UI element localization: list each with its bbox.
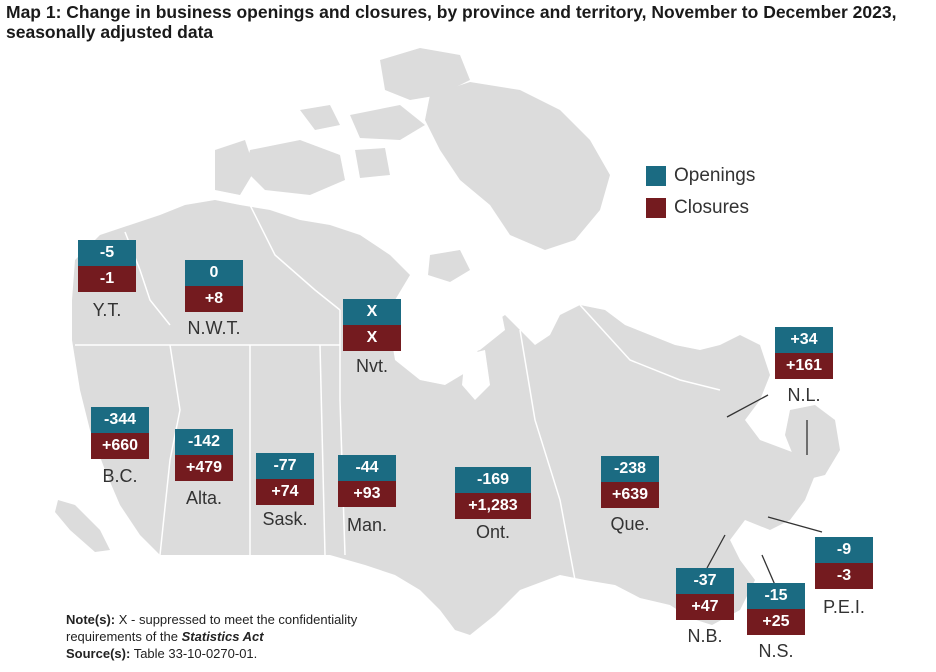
region-box-yt: -5 -1 bbox=[78, 240, 136, 292]
region-box-nb: -37 +47 bbox=[676, 568, 734, 620]
region-label-qc: Que. bbox=[610, 514, 650, 534]
region-box-pe: -9 -3 bbox=[815, 537, 873, 589]
region-box-qc: -238 +639 bbox=[601, 456, 659, 508]
leader-nl-labrador bbox=[726, 394, 769, 418]
region-label-ns: N.S. bbox=[758, 641, 794, 661]
region-box-ab: -142 +479 bbox=[175, 429, 233, 481]
closures-value-pe: -3 bbox=[815, 563, 873, 589]
legend-closures-swatch bbox=[646, 198, 666, 218]
map-title: Map 1: Change in business openings and c… bbox=[6, 2, 897, 42]
closures-value-nvt: X bbox=[343, 325, 401, 351]
openings-value-nb: -37 bbox=[676, 568, 734, 594]
legend-openings-swatch bbox=[646, 166, 666, 186]
region-box-ns: -15 +25 bbox=[747, 583, 805, 635]
openings-value-nwt: 0 bbox=[185, 260, 243, 286]
small-island-1 bbox=[300, 105, 340, 130]
region-box-bc: -344 +660 bbox=[91, 407, 149, 459]
closures-value-on: +1,283 bbox=[455, 493, 531, 519]
legend-openings: Openings bbox=[646, 160, 755, 192]
border-on-qc bbox=[519, 329, 576, 581]
vancouver-island bbox=[55, 500, 110, 552]
note-line-1: Note(s): X - suppressed to meet the conf… bbox=[66, 611, 357, 628]
openings-value-on: -169 bbox=[455, 467, 531, 493]
region-box-mb: -44 +93 bbox=[338, 455, 396, 507]
border-sk-mb bbox=[319, 344, 326, 556]
region-label-pe: P.E.I. bbox=[823, 597, 865, 617]
closures-value-nwt: +8 bbox=[185, 286, 243, 312]
hudson-bay bbox=[400, 285, 505, 360]
region-label-yt: Y.T. bbox=[92, 300, 122, 320]
region-box-nl: +34 +161 bbox=[775, 327, 833, 379]
region-label-bc: B.C. bbox=[102, 466, 138, 486]
openings-value-yt: -5 bbox=[78, 240, 136, 266]
border-nwt-nvt bbox=[249, 204, 341, 311]
leader-nb bbox=[706, 534, 726, 569]
region-label-nl: N.L. bbox=[787, 385, 821, 405]
closures-value-qc: +639 bbox=[601, 482, 659, 508]
baffin-island bbox=[425, 82, 610, 250]
leader-pei bbox=[767, 516, 823, 533]
arctic-islands bbox=[215, 48, 610, 282]
source-label: Source(s): bbox=[66, 646, 131, 661]
victoria-island bbox=[245, 140, 345, 195]
region-box-on: -169 +1,283 bbox=[455, 467, 531, 519]
closures-value-mb: +93 bbox=[338, 481, 396, 507]
small-island-2 bbox=[355, 148, 390, 178]
openings-value-nl: +34 bbox=[775, 327, 833, 353]
borders bbox=[75, 204, 721, 581]
openings-value-bc: -344 bbox=[91, 407, 149, 433]
mainland bbox=[72, 200, 815, 635]
closures-value-sk: +74 bbox=[256, 479, 314, 505]
region-box-nvt: X X bbox=[343, 299, 401, 351]
notes-block: Note(s): X - suppressed to meet the conf… bbox=[66, 611, 357, 662]
closures-value-nl: +161 bbox=[775, 353, 833, 379]
pei-island bbox=[755, 512, 790, 526]
openings-value-ns: -15 bbox=[747, 583, 805, 609]
region-label-sk: Sask. bbox=[262, 509, 308, 529]
leader-lines bbox=[706, 394, 823, 586]
closures-value-ns: +25 bbox=[747, 609, 805, 635]
leader-ns bbox=[761, 554, 776, 586]
legend-openings-label: Openings bbox=[674, 165, 756, 186]
newfoundland bbox=[785, 405, 840, 480]
region-label-nvt: Nvt. bbox=[355, 356, 388, 376]
openings-value-nvt: X bbox=[343, 299, 401, 325]
source-line: Source(s): Table 33-10-0270-01. bbox=[66, 645, 357, 662]
devon-island bbox=[350, 105, 425, 140]
border-qc-nl bbox=[579, 304, 721, 391]
note-text: X - suppressed to meet the confidentiali… bbox=[118, 612, 358, 627]
closures-value-nb: +47 bbox=[676, 594, 734, 620]
note-act: Statistics Act bbox=[181, 629, 264, 644]
openings-value-mb: -44 bbox=[338, 455, 396, 481]
region-label-nwt: N.W.T. bbox=[187, 318, 241, 338]
region-label-mb: Man. bbox=[346, 515, 388, 535]
region-label-on: Ont. bbox=[475, 522, 510, 542]
legend-closures-label: Closures bbox=[674, 197, 749, 218]
openings-value-pe: -9 bbox=[815, 537, 873, 563]
legend-closures: Closures bbox=[646, 192, 755, 224]
james-bay bbox=[462, 350, 490, 400]
region-box-nwt: 0 +8 bbox=[185, 260, 243, 312]
note-label: Note(s): bbox=[66, 612, 116, 627]
banks-island bbox=[215, 140, 255, 195]
closures-value-ab: +479 bbox=[175, 455, 233, 481]
southampton-island bbox=[428, 250, 470, 282]
legend: Openings Closures bbox=[646, 160, 755, 224]
closures-value-bc: +660 bbox=[91, 433, 149, 459]
closures-value-yt: -1 bbox=[78, 266, 136, 292]
openings-value-ab: -142 bbox=[175, 429, 233, 455]
note-line-2: requirements of the Statistics Act bbox=[66, 628, 357, 645]
openings-value-sk: -77 bbox=[256, 453, 314, 479]
region-box-sk: -77 +74 bbox=[256, 453, 314, 505]
region-label-nb: N.B. bbox=[687, 626, 723, 646]
region-label-ab: Alta. bbox=[185, 488, 223, 508]
source-text: Table 33-10-0270-01. bbox=[133, 646, 258, 661]
note-text-2: requirements of the bbox=[66, 629, 179, 644]
ellesmere-island bbox=[380, 48, 470, 100]
openings-value-qc: -238 bbox=[601, 456, 659, 482]
